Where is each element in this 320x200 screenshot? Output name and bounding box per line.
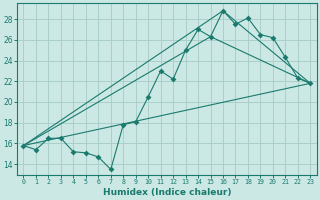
- X-axis label: Humidex (Indice chaleur): Humidex (Indice chaleur): [103, 188, 231, 197]
